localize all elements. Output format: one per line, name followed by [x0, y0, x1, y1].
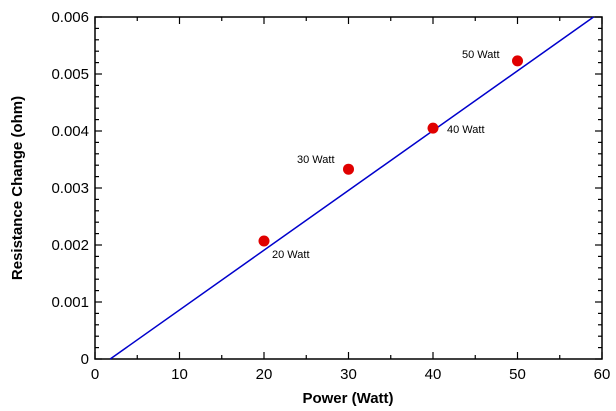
data-point: [343, 163, 354, 175]
x-tick-label: 60: [594, 366, 611, 383]
x-tick-label: 20: [256, 366, 273, 383]
x-axis-title: Power (Watt): [302, 390, 393, 407]
data-point-label: 30 Watt: [297, 154, 335, 166]
y-tick-label: 0.002: [51, 237, 89, 254]
x-tick-label: 30: [340, 366, 357, 383]
x-tick-label: 50: [509, 366, 526, 383]
y-tick-label: 0.006: [51, 9, 89, 26]
y-tick-label: 0.004: [51, 123, 89, 140]
data-point: [512, 55, 523, 67]
fit-line: [109, 16, 594, 360]
y-tick-label: 0.005: [51, 66, 89, 83]
x-tick-label: 10: [171, 366, 188, 383]
x-tick-label: 0: [91, 366, 99, 383]
x-tick-label: 40: [425, 366, 442, 383]
y-tick-label: 0.001: [51, 294, 89, 311]
y-tick-label: 0.003: [51, 180, 89, 197]
data-point: [258, 235, 270, 247]
data-point: [427, 122, 439, 134]
data-point-label: 50 Watt: [462, 49, 500, 61]
y-tick-label: 0: [81, 351, 89, 368]
y-axis-title: Resistance Change (ohm): [9, 96, 26, 280]
plot-frame: [94, 16, 603, 360]
data-point-label: 20 Watt: [272, 249, 310, 261]
data-point-label: 40 Watt: [447, 124, 485, 136]
